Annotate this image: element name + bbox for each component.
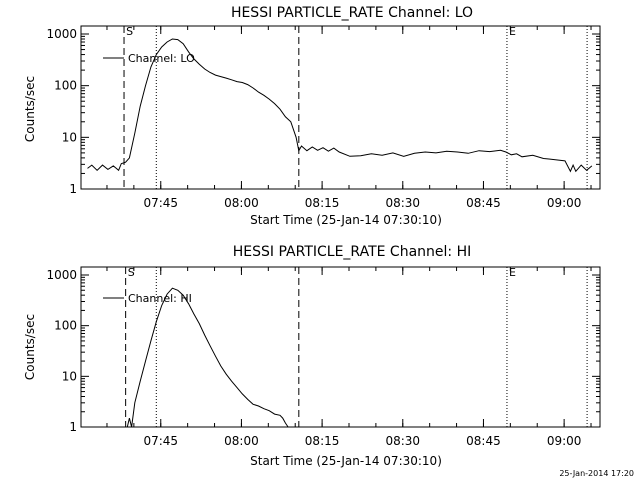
panel-hi-ytick-label: 1 [69, 420, 77, 434]
panel-hi-xtick-label: 07:45 [143, 434, 178, 448]
panel-hi-marker-label: E [509, 266, 516, 279]
panel-hi-xtick-label: 08:00 [224, 434, 259, 448]
panel-lo-xlabel: Start Time (25-Jan-14 07:30:10) [250, 213, 442, 227]
panel-lo-title: HESSI PARTICLE_RATE Channel: LO [231, 5, 473, 21]
panel-lo-axes-frame [80, 25, 601, 190]
panel-lo-series-line [87, 38, 593, 173]
panel-hi-ytick-label: 1000 [46, 268, 77, 282]
panel-hi-xlabel: Start Time (25-Jan-14 07:30:10) [250, 454, 442, 468]
panel-hi-ytick-label: 10 [62, 369, 77, 383]
panel-lo-ytick-label: 1000 [46, 27, 77, 41]
panel-hi-marker-label: S [128, 266, 135, 279]
panel-lo-ylabel: Counts/sec [23, 76, 37, 142]
panel-lo-ytick-label: 100 [54, 79, 77, 93]
panel-lo-legend-label: Channel: LO [128, 52, 195, 65]
panel-hi-xtick-label: 08:15 [305, 434, 340, 448]
panel-lo-xtick-label: 08:15 [305, 196, 340, 210]
panel-lo-xtick-label: 07:45 [143, 196, 178, 210]
panel-hi-series-line [126, 287, 289, 428]
panel-hi-title: HESSI PARTICLE_RATE Channel: HI [233, 244, 471, 260]
panel-hi-ytick-label: 100 [54, 319, 77, 333]
panel-hi-legend-label: Channel: HI [128, 292, 192, 305]
panel-lo-legend: Channel: LO [103, 52, 195, 65]
panel-hi-axes-frame [80, 266, 601, 428]
timestamp-footer: 25-Jan-2014 17:20 [559, 469, 634, 478]
panel-lo-xtick-label: 08:30 [385, 196, 420, 210]
panel-hi-xtick-label: 09:00 [547, 434, 582, 448]
panel-lo-ytick-label: 10 [62, 130, 77, 144]
panel-lo-marker-label: E [509, 25, 516, 38]
panel-hi-chart: HESSI PARTICLE_RATE Channel: HI Counts/s… [23, 244, 601, 468]
panel-hi-xtick-label: 08:45 [466, 434, 501, 448]
panel-lo-chart: HESSI PARTICLE_RATE Channel: LO Counts/s… [23, 5, 601, 227]
panel-lo-ytick-label: 1 [69, 182, 77, 196]
panel-hi-ylabel: Counts/sec [23, 314, 37, 380]
panel-hi-xtick-label: 08:30 [385, 434, 420, 448]
panel-hi-legend: Channel: HI [103, 292, 192, 305]
panel-lo-xtick-label: 08:45 [466, 196, 501, 210]
panel-lo-xtick-label: 09:00 [547, 196, 582, 210]
panel-hi-plot-area: 1 10 100 1000 07:45 08:00 08:15 08:30 08:45 09:00… [46, 266, 601, 448]
panel-lo-marker-label: S [126, 25, 133, 38]
panel-lo-xtick-label: 08:00 [224, 196, 259, 210]
panel-lo-plot-area: 1 10 100 1000 07:45 08:00 08:15 08:30 08:45 09:00… [46, 25, 601, 210]
